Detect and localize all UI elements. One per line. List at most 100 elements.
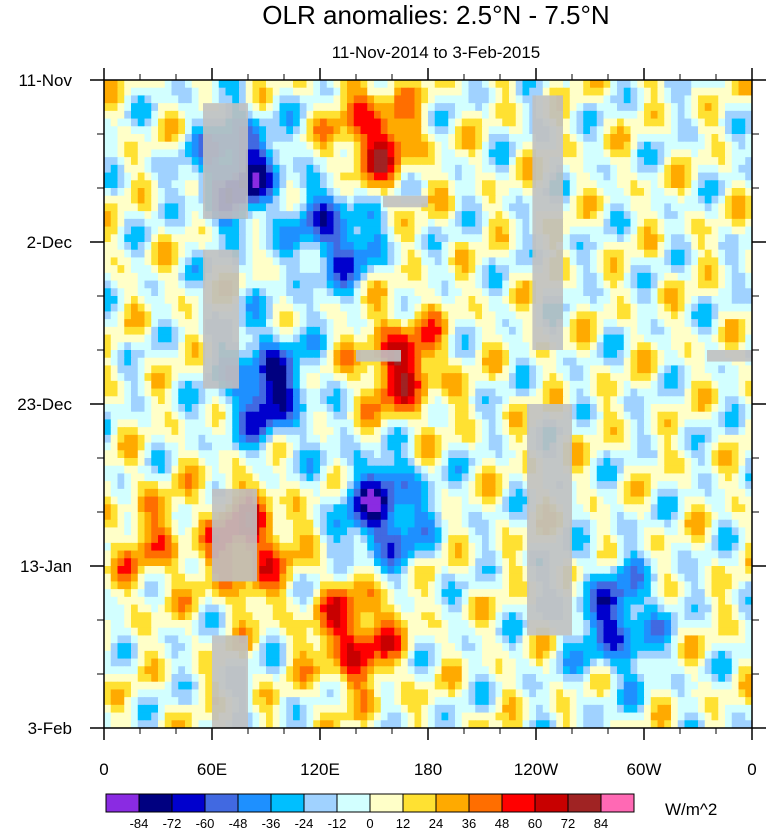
field-cell: [347, 249, 355, 259]
field-cell: [293, 141, 301, 151]
field-cell: [704, 296, 713, 305]
field-cell: [421, 226, 429, 235]
field-cell: [198, 80, 206, 89]
field-cell: [198, 180, 206, 189]
field-cell: [617, 234, 625, 243]
field-cell: [738, 388, 746, 397]
field-cell: [522, 126, 530, 135]
field-cell: [731, 164, 740, 174]
field-cell: [725, 303, 733, 313]
field-cell: [563, 288, 571, 297]
field-cell: [151, 234, 159, 243]
field-cell: [326, 465, 335, 475]
field-cell: [225, 226, 233, 235]
field-cell: [401, 365, 409, 374]
field-cell: [387, 249, 395, 259]
field-cell: [455, 180, 463, 189]
field-cell: [509, 180, 517, 189]
field-cell: [252, 334, 260, 343]
field-cell: [171, 419, 179, 428]
field-cell: [178, 218, 186, 228]
field-cell: [677, 95, 686, 104]
field-cell: [650, 118, 659, 127]
field-cell: [374, 95, 382, 104]
field-cell: [313, 350, 321, 359]
field-cell: [279, 411, 287, 421]
field-cell: [104, 396, 112, 405]
field-cell: [650, 326, 659, 336]
field-cell: [407, 211, 416, 220]
field-cell: [178, 265, 186, 274]
field-cell: [185, 242, 193, 251]
field-cell: [434, 419, 443, 428]
field-cell: [151, 442, 159, 451]
field-cell: [448, 95, 456, 104]
field-cell: [225, 234, 233, 243]
field-cell: [124, 195, 132, 205]
field-cell: [691, 326, 699, 336]
field-cell: [630, 465, 638, 475]
field-cell: [272, 134, 281, 143]
field-cell: [326, 303, 335, 313]
field-cell: [414, 226, 422, 235]
field-cell: [387, 357, 395, 367]
field-cell: [326, 218, 335, 228]
field-cell: [569, 180, 578, 189]
field-cell: [198, 357, 206, 367]
field-cell: [664, 234, 672, 243]
field-cell: [644, 141, 652, 151]
field-cell: [191, 427, 200, 436]
field-cell: [488, 380, 497, 390]
field-cell: [110, 303, 119, 313]
field-cell: [718, 103, 726, 112]
field-cell: [684, 427, 692, 436]
field-cell: [448, 80, 456, 89]
field-cell: [124, 211, 132, 220]
field-cell: [556, 357, 564, 367]
field-cell: [401, 350, 409, 359]
field-cell: [299, 226, 308, 235]
field-cell: [414, 365, 422, 374]
field-cell: [596, 149, 605, 158]
field-cell: [360, 149, 368, 158]
field-cell: [353, 103, 362, 112]
field-cell: [509, 404, 517, 413]
field-cell: [306, 80, 314, 89]
field-cell: [374, 195, 382, 205]
field-cell: [401, 326, 409, 336]
field-cell: [745, 303, 752, 313]
field-cell: [448, 357, 456, 367]
field-cell: [745, 249, 752, 259]
field-cell: [563, 303, 571, 313]
field-cell: [664, 373, 672, 382]
field-cell: [671, 342, 679, 351]
field-cell: [677, 211, 686, 220]
field-cell: [475, 434, 483, 444]
field-cell: [394, 249, 402, 259]
field-cell: [610, 380, 618, 390]
field-cell: [488, 218, 497, 228]
field-cell: [603, 396, 611, 405]
field-cell: [509, 234, 517, 243]
field-cell: [266, 226, 274, 235]
field-cell: [286, 110, 294, 120]
field-cell: [360, 110, 368, 120]
field-cell: [698, 419, 706, 428]
field-cell: [110, 211, 119, 220]
field-cell: [104, 326, 112, 336]
field-cell: [596, 458, 605, 467]
field-cell: [380, 272, 389, 282]
field-cell: [272, 434, 281, 444]
field-cell: [441, 442, 449, 451]
field-cell: [725, 465, 733, 475]
field-cell: [178, 134, 186, 143]
field-cell: [461, 311, 470, 320]
field-cell: [340, 180, 348, 189]
field-cell: [232, 388, 240, 397]
field-cell: [299, 180, 308, 189]
field-cell: [738, 357, 746, 367]
field-cell: [617, 373, 625, 382]
field-cell: [677, 172, 686, 181]
field-cell: [745, 242, 752, 251]
field-cell: [320, 180, 328, 189]
